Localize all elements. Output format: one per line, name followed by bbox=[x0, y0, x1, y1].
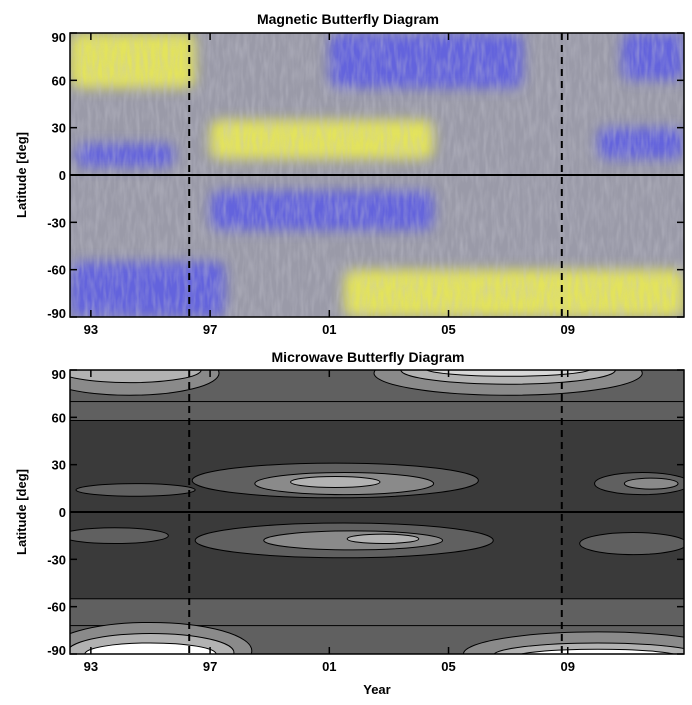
magnetic-xtick-label: 01 bbox=[322, 322, 336, 337]
magnetic-ytick-label: 60 bbox=[52, 73, 66, 88]
microwave-ytick-label: 0 bbox=[59, 505, 66, 520]
microwave-ytick-label: -60 bbox=[47, 600, 66, 615]
magnetic-ytick-label: 0 bbox=[59, 168, 66, 183]
microwave-level-6 bbox=[84, 642, 217, 654]
microwave-ytick-label: 30 bbox=[52, 458, 66, 473]
microwave-ytick-label: -30 bbox=[47, 552, 66, 567]
microwave-level-6 bbox=[518, 648, 677, 654]
microwave-panel: 90 60 30 0 -30 -60 -90 93 97 01 05 09 Microwave But… bbox=[14, 349, 685, 697]
magnetic-title: Magnetic Butterfly Diagram bbox=[257, 11, 439, 27]
magnetic-panel: 90 60 30 0 -30 -60 -90 93 97 01 05 09 Magnetic Butt… bbox=[14, 11, 685, 337]
microwave-level-2 bbox=[75, 483, 196, 497]
microwave-level-1 bbox=[70, 419, 684, 600]
magnetic-ytick-label: 30 bbox=[52, 121, 66, 136]
microwave-xtick-label: 97 bbox=[203, 659, 217, 674]
magnetic-ytick-label: -90 bbox=[47, 306, 66, 321]
microwave-xtick-label: 05 bbox=[441, 659, 455, 674]
magnetic-ytick-label: 90 bbox=[52, 30, 66, 45]
microwave-ytick-label: 60 bbox=[52, 410, 66, 425]
microwave-xtick-label: 01 bbox=[322, 659, 336, 674]
microwave-level-5 bbox=[425, 370, 591, 377]
microwave-xtick-label: 09 bbox=[561, 659, 575, 674]
microwave-level-2 bbox=[579, 532, 684, 556]
microwave-ytick-label: 90 bbox=[52, 367, 66, 382]
microwave-xlabel: Year bbox=[363, 682, 390, 697]
microwave-level-4 bbox=[346, 533, 420, 545]
magnetic-xtick-label: 97 bbox=[203, 322, 217, 337]
microwave-ylabel: Latitude [deg] bbox=[14, 469, 29, 555]
microwave-title: Microwave Butterfly Diagram bbox=[272, 349, 465, 365]
microwave-level-3 bbox=[623, 477, 679, 490]
microwave-level-2 bbox=[70, 527, 169, 545]
microwave-ytick-label: -90 bbox=[47, 643, 66, 658]
magnetic-ylabel: Latitude [deg] bbox=[14, 132, 29, 218]
magnetic-ytick-label: -60 bbox=[47, 263, 66, 278]
microwave-xtick-label: 93 bbox=[84, 659, 98, 674]
microwave-level-4 bbox=[70, 370, 202, 384]
magnetic-xtick-label: 05 bbox=[441, 322, 455, 337]
microwave-level-4 bbox=[290, 476, 381, 489]
magnetic-xtick-label: 93 bbox=[84, 322, 98, 337]
magnetic-xtick-label: 09 bbox=[561, 322, 575, 337]
magnetic-ytick-label: -30 bbox=[47, 215, 66, 230]
microwave-level-4 bbox=[493, 642, 684, 654]
